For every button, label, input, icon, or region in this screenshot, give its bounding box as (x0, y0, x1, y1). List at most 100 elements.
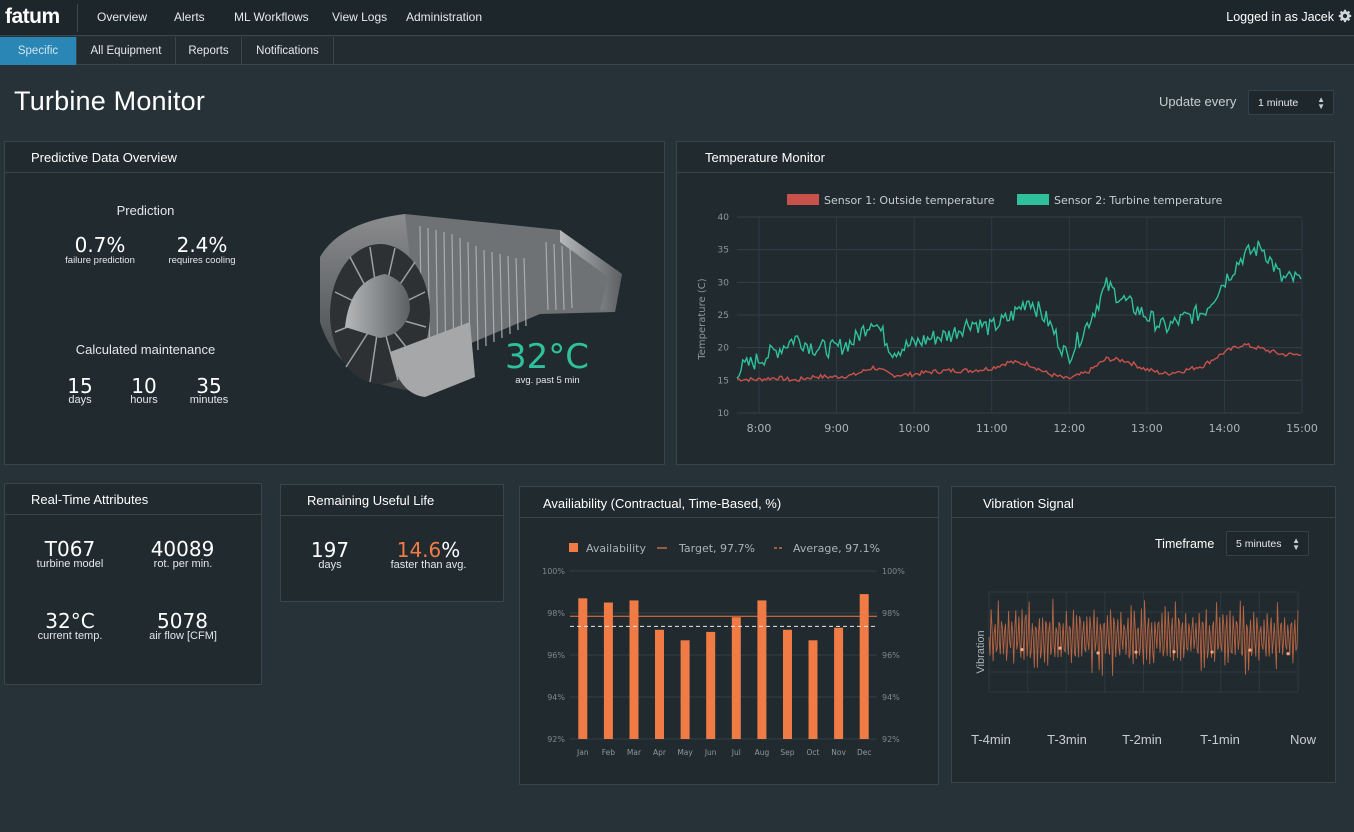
x-tick-label: T-2min (1122, 732, 1162, 747)
page-title: Turbine Monitor (14, 86, 206, 116)
x-tick-label: 14:00 (1209, 422, 1241, 435)
update-interval-label: Update every (1159, 94, 1237, 109)
x-tick-label: 15:00 (1286, 422, 1318, 435)
maintenance-heading: Calculated maintenance (75, 342, 216, 357)
temperature-chart: Sensor 1: Outside temperature Sensor 2: T… (697, 194, 1318, 435)
x-tick-label: 9:00 (824, 422, 849, 435)
nav-item-view-logs[interactable]: View Logs (332, 10, 388, 24)
select-caret-icon: ▲ ▼ (1292, 535, 1300, 552)
vibration-point (1020, 647, 1024, 652)
failure-prediction-label: failure prediction (65, 255, 135, 266)
temperature-monitor-panel: Temperature Monitor Sensor 1: Outside te… (676, 141, 1335, 465)
x-tick-label: Jul (731, 748, 741, 757)
turbine-engine-image (320, 214, 622, 397)
panel-title: Vibration Signal (983, 496, 1074, 511)
y-tick-label-left: 94% (547, 693, 565, 702)
tab-all-equipment[interactable]: All Equipment (77, 37, 176, 65)
vibration-chart: Vibration T-4min T-3min T-2min T-1min Now (971, 591, 1317, 747)
maintenance-minutes-value: 35 (196, 374, 222, 398)
vibration-point (1172, 650, 1176, 654)
x-tick-label: Jun (704, 748, 717, 757)
y-tick-label: 20 (718, 344, 730, 354)
legend-swatch-availability (569, 543, 578, 552)
tab-reports[interactable]: Reports (176, 37, 242, 65)
x-tick-label: T-1min (1200, 732, 1240, 747)
realtime-attributes-panel: Real-Time Attributes T067 turbine model … (4, 483, 262, 685)
maintenance-days-label: days (68, 394, 92, 406)
tab-specific[interactable]: Specific (0, 37, 77, 65)
rpm-value: 40089 (150, 537, 215, 561)
x-tick-label: May (677, 748, 693, 757)
panel-header: Availiability (Contractual, Time-Based, … (520, 487, 938, 518)
remaining-useful-life-panel: Remaining Useful Life 197 days 14.6% fas… (280, 484, 504, 602)
nav-item-administration[interactable]: Administration (406, 10, 483, 24)
y-tick-label: 25 (718, 311, 729, 321)
bar-feb (603, 602, 613, 739)
x-tick-label: Oct (807, 748, 820, 757)
panel-title: Remaining Useful Life (307, 493, 435, 508)
panel-header: Remaining Useful Life (281, 485, 503, 516)
x-tick-label: Apr (653, 748, 667, 757)
availability-panel: Availiability (Contractual, Time-Based, … (519, 486, 939, 785)
maintenance-minutes-label: minutes (189, 394, 229, 406)
turbine-model-label: turbine model (36, 558, 104, 570)
gear-icon[interactable] (1338, 9, 1352, 23)
vibration-point (1286, 652, 1290, 656)
y-tick-label: 15 (718, 376, 729, 386)
y-axis-label: Vibration (975, 630, 987, 673)
avg-temperature-value: 32°C (505, 339, 589, 375)
y-tick-label-right: 94% (882, 693, 900, 702)
nav-item-overview[interactable]: Overview (97, 10, 148, 24)
legend-label-2: Sensor 2: Turbine temperature (1054, 194, 1223, 207)
vibration-point (1058, 646, 1062, 650)
x-tick-label: 13:00 (1131, 422, 1163, 435)
requires-cooling-label: requires cooling (168, 255, 236, 266)
y-tick-label: 10 (718, 409, 730, 419)
nav-item-alerts[interactable]: Alerts (174, 10, 205, 24)
panel-header: Vibration Signal (952, 487, 1335, 518)
bar-jan (578, 598, 588, 739)
update-interval-value: 1 minute (1258, 97, 1299, 109)
failure-prediction-value: 0.7% (74, 233, 126, 257)
bar-nov (834, 627, 844, 739)
y-tick-label-right: 98% (882, 609, 900, 618)
rul-days-label: days (318, 559, 342, 571)
select-caret-icon: ▲ ▼ (1317, 94, 1325, 111)
current-temp-label: current temp. (37, 630, 103, 642)
rul-faster-value: 14.6% (386, 540, 471, 560)
turbine-model-value: T067 (44, 537, 96, 561)
panel-title: Temperature Monitor (705, 150, 825, 165)
rul-days-value: 197 (310, 538, 350, 562)
vibration-point (1248, 648, 1252, 652)
x-tick-label: Mar (627, 748, 642, 757)
app-logo[interactable]: fatum (5, 5, 60, 28)
maintenance-hours-value: 10 (131, 374, 157, 398)
rpm-label: rot. per min. (153, 558, 213, 570)
x-tick-label: 10:00 (898, 422, 930, 435)
panel-header: Predictive Data Overview (5, 142, 664, 173)
y-tick-label-right: 100% (882, 567, 905, 576)
panel-title: Real-Time Attributes (31, 492, 149, 507)
x-tick-label: Jan (576, 748, 589, 757)
timeframe-select[interactable]: 5 minutes ▲ ▼ (1226, 531, 1309, 556)
nav-item-ml-workflows[interactable]: ML Workflows (234, 10, 309, 24)
y-tick-label: 30 (718, 278, 730, 288)
x-tick-label: Sep (780, 748, 794, 757)
tab-notifications[interactable]: Notifications (242, 37, 334, 65)
y-axis-label: Temperature (C) (697, 278, 708, 360)
bar-may (680, 640, 690, 739)
bar-apr (655, 629, 664, 739)
avg-temperature-number: 32°C (505, 337, 590, 377)
timeframe-value: 5 minutes (1236, 538, 1282, 550)
legend-label-average: Average, 97.1% (793, 542, 880, 555)
x-tick-label: Feb (602, 748, 616, 757)
legend-label-1: Sensor 1: Outside temperature (824, 194, 995, 207)
series-line-1 (736, 342, 1302, 383)
legend-swatch-2 (1017, 194, 1049, 205)
user-menu[interactable]: Logged in as Jacek (1226, 10, 1334, 24)
sub-nav-bar: Specific All Equipment Reports Notificat… (0, 37, 1354, 65)
nav-divider (77, 4, 78, 32)
avg-temperature-label: avg. past 5 min (515, 375, 580, 386)
bar-mar (629, 600, 639, 739)
update-interval-select[interactable]: 1 minute ▲ ▼ (1248, 90, 1334, 115)
